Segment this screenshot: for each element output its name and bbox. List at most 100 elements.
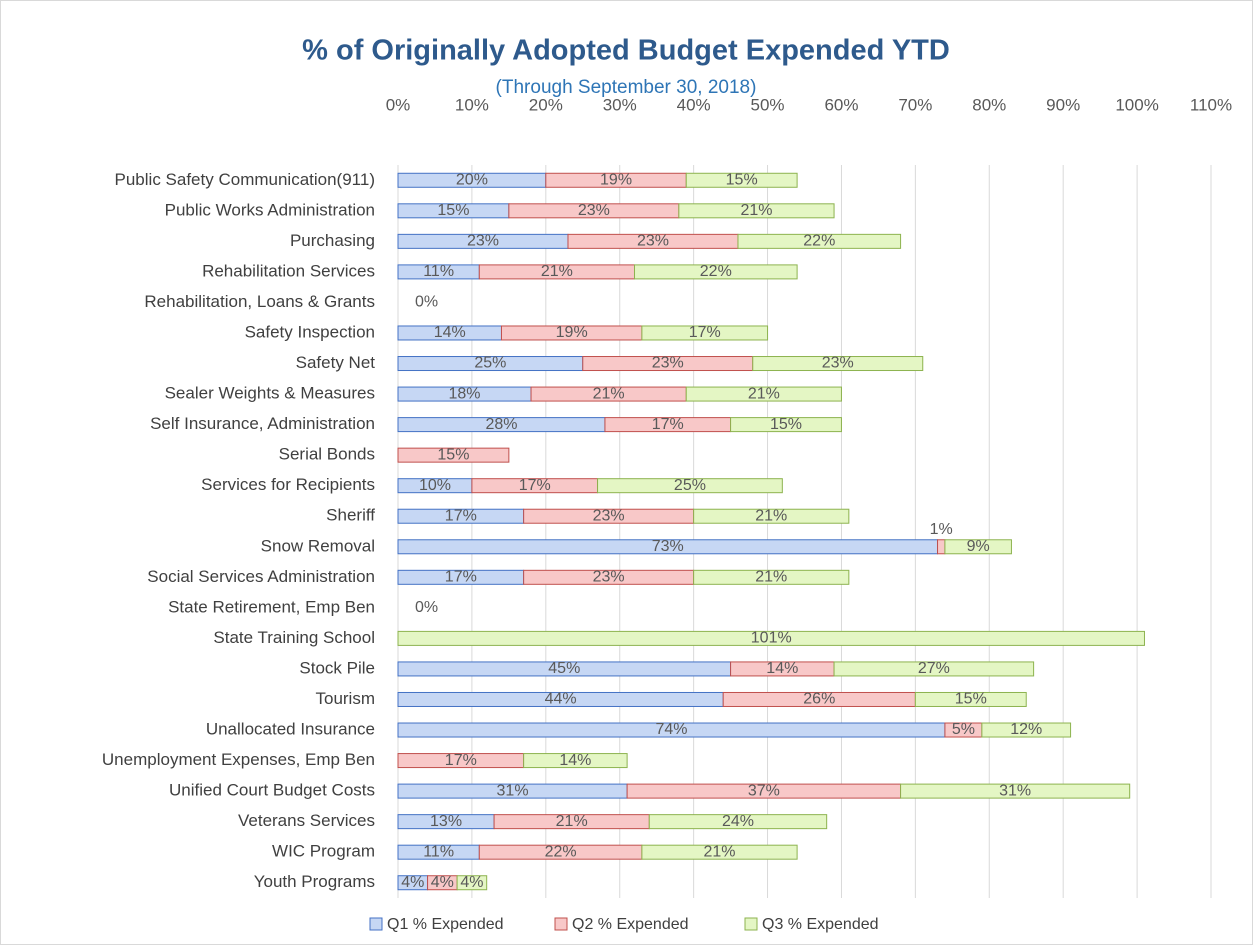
- data-label: 15%: [437, 446, 469, 463]
- data-label: 17%: [652, 416, 684, 433]
- y-tick-label: Unemployment Expenses, Emp Ben: [102, 750, 375, 769]
- data-label: 21%: [740, 202, 772, 219]
- y-tick-label: Safety Inspection: [245, 322, 375, 341]
- legend-swatch: [369, 917, 383, 931]
- data-label: 31%: [999, 782, 1031, 799]
- x-tick-label: 60%: [824, 95, 858, 114]
- y-tick-label: Unallocated Insurance: [206, 720, 375, 739]
- data-label: 26%: [803, 691, 835, 708]
- y-tick-label: Self Insurance, Administration: [150, 414, 375, 433]
- data-label: 10%: [419, 477, 451, 494]
- legend-swatch: [554, 917, 568, 931]
- data-label: 17%: [519, 477, 551, 494]
- x-tick-label: 70%: [898, 95, 932, 114]
- y-tick-label: Snow Removal: [261, 536, 375, 555]
- y-tick-label: State Retirement, Emp Ben: [168, 597, 375, 616]
- bar-segment: [693, 508, 850, 524]
- x-tick-label: 110%: [1190, 95, 1232, 114]
- data-label: 14%: [434, 324, 466, 341]
- data-label: 15%: [770, 416, 802, 433]
- data-label: 23%: [593, 507, 625, 524]
- data-label: 21%: [593, 385, 625, 402]
- data-label: 9%: [967, 538, 990, 555]
- data-label: 12%: [1010, 721, 1042, 738]
- bar-segment: [693, 569, 850, 585]
- data-label: 0%: [415, 599, 438, 616]
- y-tick-label: State Training School: [213, 628, 375, 647]
- data-label: 11%: [423, 843, 454, 860]
- data-label: 45%: [548, 660, 580, 677]
- y-tick-label: Purchasing: [290, 231, 375, 250]
- y-tick-label: Sheriff: [326, 506, 375, 525]
- data-label: 19%: [600, 171, 632, 188]
- data-label: 14%: [559, 752, 591, 769]
- data-label: 23%: [637, 233, 669, 250]
- bar-segment: [597, 478, 783, 494]
- y-tick-label: Public Safety Communication(911): [115, 170, 375, 189]
- x-tick-label: 50%: [751, 95, 785, 114]
- data-label: 14%: [766, 660, 798, 677]
- bar-segment: [914, 691, 1027, 707]
- y-tick-label: Rehabilitation, Loans & Grants: [144, 292, 375, 311]
- data-label: 4%: [460, 874, 483, 891]
- bar-segment: [678, 203, 835, 219]
- data-label: 17%: [445, 569, 477, 586]
- x-tick-label: 10%: [455, 95, 489, 114]
- data-label: 19%: [556, 324, 588, 341]
- y-tick-label: Stock Pile: [299, 658, 375, 677]
- data-label: 21%: [556, 813, 588, 830]
- bar-segment: [634, 264, 798, 280]
- data-label: 5%: [952, 721, 975, 738]
- data-label: 23%: [652, 355, 684, 372]
- data-label: 28%: [485, 416, 517, 433]
- chart-title: % of Originally Adopted Budget Expended …: [302, 35, 950, 67]
- bar-segment: [737, 233, 902, 249]
- bar-segment: [641, 325, 769, 341]
- data-label: 18%: [449, 385, 481, 402]
- legend-label: Q1 % Expended: [387, 916, 504, 933]
- data-label: 101%: [751, 630, 792, 647]
- x-tick-label: 20%: [529, 95, 563, 114]
- data-label: 20%: [456, 171, 488, 188]
- data-label: 4%: [401, 874, 424, 891]
- data-label: 13%: [430, 813, 462, 830]
- data-label: 44%: [545, 691, 577, 708]
- bar-segment: [937, 539, 946, 555]
- y-tick-label: Public Works Administration: [165, 200, 375, 219]
- y-tick-label: Sealer Weights & Measures: [165, 384, 375, 403]
- data-label: 17%: [689, 324, 721, 341]
- bar-segment: [833, 661, 1035, 677]
- y-tick-label: Safety Net: [296, 353, 376, 372]
- data-label: 1%: [930, 521, 953, 538]
- data-label: 0%: [415, 294, 438, 311]
- chart-subtitle: (Through September 30, 2018): [496, 77, 757, 98]
- data-label: 74%: [655, 721, 687, 738]
- data-label: 73%: [652, 538, 684, 555]
- data-label: 23%: [593, 569, 625, 586]
- bar-segment: [730, 417, 842, 433]
- y-tick-label: Serial Bonds: [279, 445, 375, 464]
- bar-segment: [752, 356, 924, 372]
- data-label: 15%: [437, 202, 469, 219]
- data-label: 11%: [423, 263, 454, 280]
- x-tick-label: 90%: [1046, 95, 1080, 114]
- data-label: 24%: [722, 813, 754, 830]
- y-tick-label: Services for Recipients: [201, 475, 375, 494]
- bar-segment: [685, 386, 842, 402]
- y-tick-label: Unified Court Budget Costs: [169, 781, 375, 800]
- x-tick-label: 30%: [603, 95, 637, 114]
- legend-label: Q2 % Expended: [572, 916, 689, 933]
- data-label: 21%: [748, 385, 780, 402]
- x-tick-label: 0%: [386, 95, 411, 114]
- data-label: 21%: [541, 263, 573, 280]
- y-tick-label: Tourism: [315, 689, 375, 708]
- x-tick-label: 40%: [677, 95, 711, 114]
- legend-swatch: [744, 917, 758, 931]
- bar-segment: [648, 814, 828, 830]
- bar-segment: [944, 539, 1012, 555]
- data-label: 17%: [445, 507, 477, 524]
- data-label: 21%: [755, 507, 787, 524]
- data-label: 15%: [955, 691, 987, 708]
- data-label: 22%: [700, 263, 732, 280]
